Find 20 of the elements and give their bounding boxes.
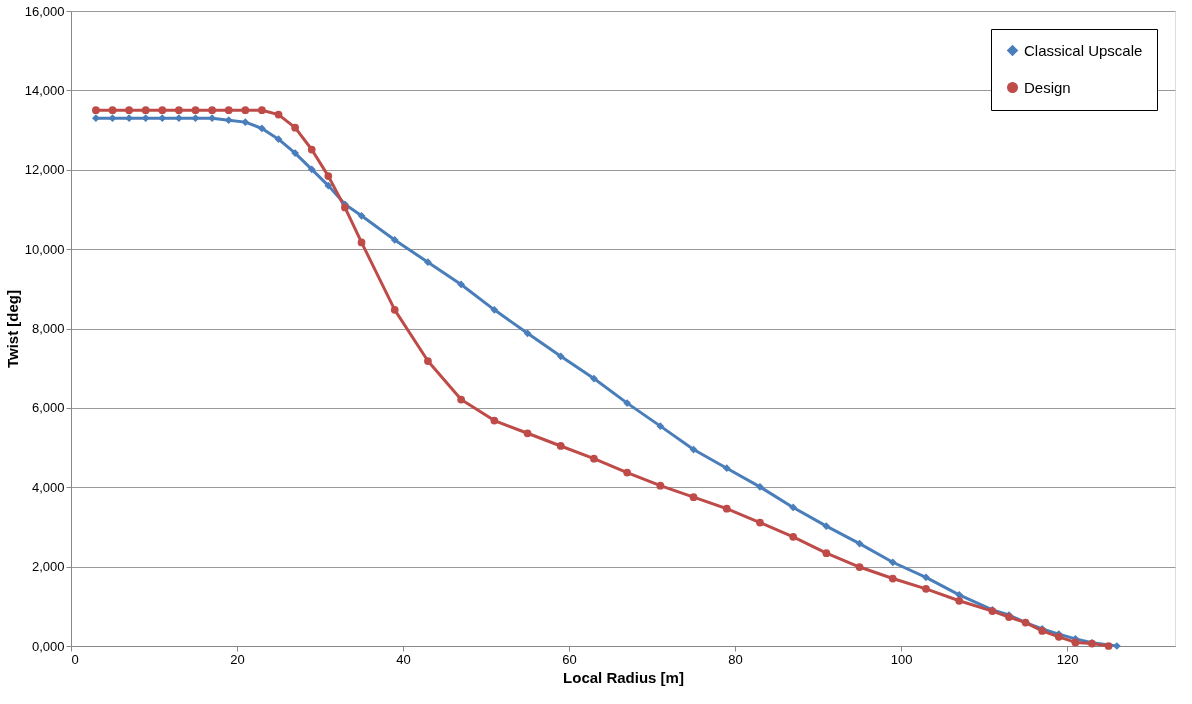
y-tick-label: 16,000 xyxy=(24,3,65,19)
y-tick-label: 2,000 xyxy=(31,559,65,575)
y-tick-label: 8,000 xyxy=(31,321,65,336)
y-axis-title: Twist [deg] xyxy=(3,289,21,369)
legend-label: Classical Upscale xyxy=(1024,41,1143,59)
y-tick-label: 6,000 xyxy=(31,400,65,416)
x-tick-label: 0 xyxy=(71,651,79,667)
x-tick-label: 100 xyxy=(890,651,913,667)
x-tick-label: 40 xyxy=(396,651,411,667)
x-tick-label: 20 xyxy=(230,651,245,667)
y-tick-label: 10,000 xyxy=(24,241,65,257)
legend-label: Design xyxy=(1024,78,1071,96)
y-tick-label: 0,000 xyxy=(31,638,65,654)
y-tick-label: 14,000 xyxy=(24,82,65,98)
x-tick-label: 60 xyxy=(562,651,577,667)
x-tick-label: 120 xyxy=(1056,651,1079,667)
y-tick-label: 4,000 xyxy=(31,479,65,495)
x-axis-title: Local Radius [m] xyxy=(563,668,684,686)
y-tick-label: 12,000 xyxy=(24,162,65,178)
x-tick-label: 80 xyxy=(728,651,743,667)
